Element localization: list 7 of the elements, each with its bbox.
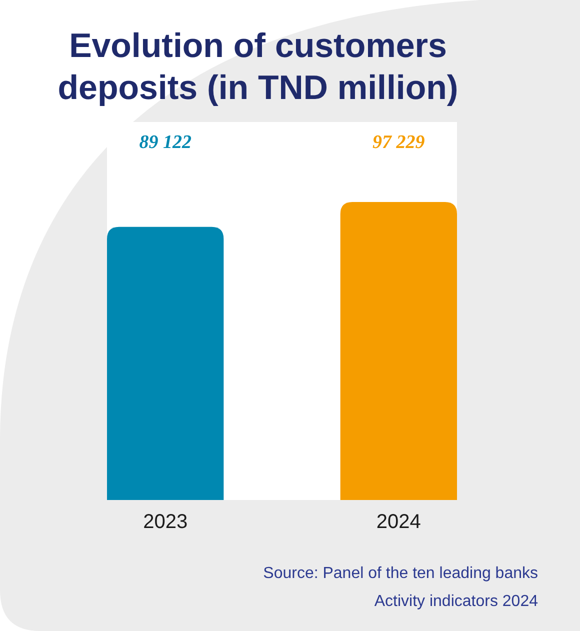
x-tick-label: 2023 (143, 511, 188, 533)
x-tick-label: 2024 (376, 511, 421, 533)
chart-title: Evolution of customers deposits (in TND million) (58, 27, 458, 107)
source-note: Source: Panel of the ten leading banks (263, 565, 538, 582)
data-label: 89 122 (139, 132, 192, 153)
data-label: 97 229 (372, 132, 426, 153)
text: Activity indicators 2024 (374, 593, 538, 610)
